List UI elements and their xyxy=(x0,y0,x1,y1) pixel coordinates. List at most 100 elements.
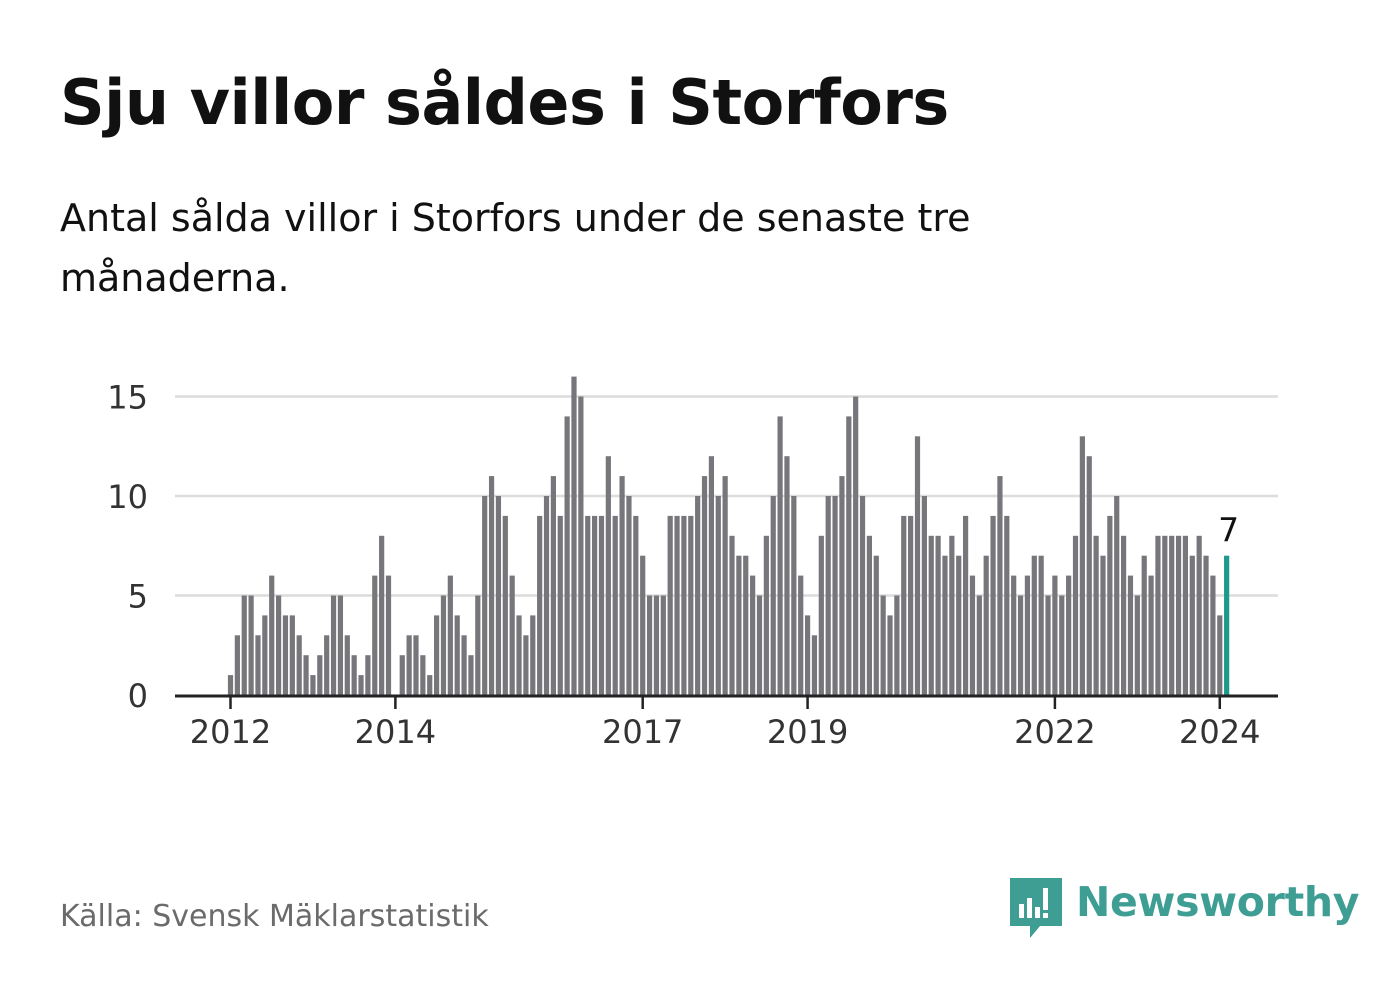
x-tick-label: 2024 xyxy=(1179,713,1260,751)
bar xyxy=(1011,575,1017,695)
bar xyxy=(365,655,371,695)
bar xyxy=(1072,535,1079,695)
bar xyxy=(1004,515,1010,695)
bar xyxy=(564,416,570,695)
bar xyxy=(234,635,240,695)
bar xyxy=(1086,456,1092,695)
bar xyxy=(667,515,673,695)
y-tick-label: 5 xyxy=(128,578,148,616)
bar xyxy=(248,595,254,695)
bar xyxy=(385,575,392,695)
bar xyxy=(695,496,701,695)
annotations: 7 xyxy=(1218,511,1239,550)
y-axis: 0 5 10 15 xyxy=(107,379,148,716)
bar xyxy=(482,496,488,695)
bar xyxy=(956,555,962,695)
bar xyxy=(344,635,350,695)
bar xyxy=(853,396,859,695)
bar xyxy=(859,496,866,695)
bar xyxy=(1066,575,1072,695)
bar-chart: 0 5 10 15 2012 2014 2017 2019 2022 2024 7 xyxy=(107,376,1278,751)
bar xyxy=(811,635,818,695)
bar xyxy=(736,555,742,695)
newsworthy-logo-icon xyxy=(1010,878,1062,938)
y-tick-label: 15 xyxy=(107,379,148,417)
bar xyxy=(413,635,419,695)
bar xyxy=(976,595,982,695)
bar xyxy=(784,456,790,695)
bar xyxy=(866,535,873,695)
bar xyxy=(990,515,996,695)
bar xyxy=(901,515,907,695)
bar xyxy=(516,615,522,695)
bar xyxy=(791,496,797,695)
bar xyxy=(839,476,845,695)
bar xyxy=(798,575,804,695)
bar xyxy=(372,575,378,695)
bar xyxy=(756,595,763,695)
bar xyxy=(887,615,893,695)
bar xyxy=(440,595,447,695)
bar xyxy=(275,595,282,695)
bar xyxy=(962,515,969,695)
bar xyxy=(1162,535,1168,695)
bar xyxy=(1038,555,1044,695)
bar xyxy=(337,595,344,695)
bar xyxy=(983,555,989,695)
bar xyxy=(1127,575,1134,695)
bar xyxy=(688,515,694,695)
bar xyxy=(653,595,660,695)
bar xyxy=(289,615,295,695)
bar xyxy=(420,655,426,695)
bar xyxy=(1017,595,1024,695)
bar xyxy=(969,575,976,695)
bar xyxy=(537,515,543,695)
x-tick-label: 2022 xyxy=(1014,713,1095,751)
bar xyxy=(310,675,316,695)
bar xyxy=(255,635,261,695)
bar xyxy=(399,655,405,695)
bar xyxy=(502,515,508,695)
chart-subtitle: Antal sålda villor i Storfors under de s… xyxy=(60,196,971,300)
bar xyxy=(330,595,337,695)
bar xyxy=(578,396,584,695)
newsworthy-brand[interactable]: Newsworthy xyxy=(1010,878,1359,942)
bar xyxy=(1169,535,1175,695)
bar xyxy=(1134,595,1140,695)
bars xyxy=(227,376,1230,695)
bar xyxy=(1093,535,1099,695)
bar xyxy=(543,496,550,695)
bar xyxy=(928,535,934,695)
bar xyxy=(227,675,234,695)
bar xyxy=(406,635,412,695)
bar xyxy=(804,615,811,695)
bar xyxy=(1045,595,1051,695)
bar xyxy=(495,496,502,695)
bar xyxy=(715,496,721,695)
bar xyxy=(523,635,529,695)
bar xyxy=(1141,555,1147,695)
chart-title: Sju villor såldes i Storfors xyxy=(60,66,949,139)
bar xyxy=(1059,595,1065,695)
bar xyxy=(949,535,955,695)
bar xyxy=(550,476,556,695)
bar xyxy=(530,615,536,695)
bar xyxy=(1148,575,1154,695)
bar xyxy=(750,575,756,695)
highlight-value-label: 7 xyxy=(1218,511,1239,550)
bar xyxy=(509,575,515,695)
brand-name: Newsworthy xyxy=(1076,878,1360,926)
bar xyxy=(1114,496,1120,695)
bar xyxy=(818,535,824,695)
bar xyxy=(1100,555,1106,695)
bar xyxy=(241,595,247,695)
bar xyxy=(1024,575,1031,695)
bar xyxy=(282,615,289,695)
bar xyxy=(317,655,323,695)
bar xyxy=(674,515,680,695)
source-note: Källa: Svensk Mäklarstatistik xyxy=(60,899,489,934)
bar xyxy=(447,575,453,695)
x-tick-label: 2019 xyxy=(767,713,848,751)
bar xyxy=(914,436,921,695)
bar xyxy=(1052,575,1058,695)
